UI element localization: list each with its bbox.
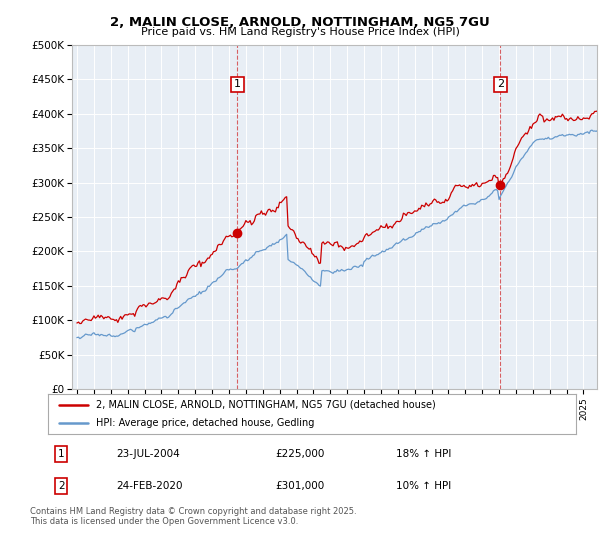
- Text: Price paid vs. HM Land Registry's House Price Index (HPI): Price paid vs. HM Land Registry's House …: [140, 27, 460, 37]
- Text: 10% ↑ HPI: 10% ↑ HPI: [397, 481, 452, 491]
- Text: 23-JUL-2004: 23-JUL-2004: [116, 449, 181, 459]
- Text: HPI: Average price, detached house, Gedling: HPI: Average price, detached house, Gedl…: [95, 418, 314, 428]
- Text: 18% ↑ HPI: 18% ↑ HPI: [397, 449, 452, 459]
- Text: Contains HM Land Registry data © Crown copyright and database right 2025.
This d: Contains HM Land Registry data © Crown c…: [30, 507, 356, 526]
- Text: £301,000: £301,000: [275, 481, 324, 491]
- Text: 2: 2: [497, 80, 504, 90]
- Text: 2, MALIN CLOSE, ARNOLD, NOTTINGHAM, NG5 7GU (detached house): 2, MALIN CLOSE, ARNOLD, NOTTINGHAM, NG5 …: [95, 400, 435, 409]
- Text: 1: 1: [58, 449, 65, 459]
- Text: 24-FEB-2020: 24-FEB-2020: [116, 481, 183, 491]
- Text: 1: 1: [234, 80, 241, 90]
- Text: 2, MALIN CLOSE, ARNOLD, NOTTINGHAM, NG5 7GU: 2, MALIN CLOSE, ARNOLD, NOTTINGHAM, NG5 …: [110, 16, 490, 29]
- Text: £225,000: £225,000: [275, 449, 325, 459]
- Text: 2: 2: [58, 481, 65, 491]
